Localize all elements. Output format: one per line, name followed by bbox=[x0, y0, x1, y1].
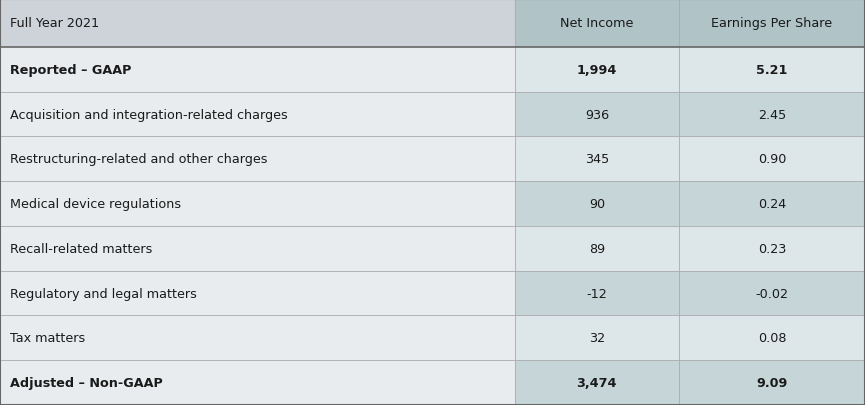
FancyBboxPatch shape bbox=[515, 271, 865, 316]
Text: -12: -12 bbox=[586, 287, 607, 300]
FancyBboxPatch shape bbox=[0, 0, 515, 48]
Text: Net Income: Net Income bbox=[561, 17, 633, 30]
Text: 5.21: 5.21 bbox=[756, 64, 788, 77]
Text: 0.08: 0.08 bbox=[758, 332, 786, 345]
Text: 90: 90 bbox=[589, 198, 605, 211]
FancyBboxPatch shape bbox=[515, 182, 865, 226]
FancyBboxPatch shape bbox=[0, 92, 515, 137]
Text: Earnings Per Share: Earnings Per Share bbox=[711, 17, 833, 30]
Text: Restructuring-related and other charges: Restructuring-related and other charges bbox=[10, 153, 268, 166]
Text: 0.24: 0.24 bbox=[758, 198, 786, 211]
Text: Reported – GAAP: Reported – GAAP bbox=[10, 64, 131, 77]
Text: 936: 936 bbox=[585, 108, 609, 121]
Text: Tax matters: Tax matters bbox=[10, 332, 86, 345]
Text: Regulatory and legal matters: Regulatory and legal matters bbox=[10, 287, 197, 300]
Text: 0.90: 0.90 bbox=[758, 153, 786, 166]
Text: 345: 345 bbox=[585, 153, 609, 166]
FancyBboxPatch shape bbox=[515, 92, 865, 137]
Text: 2.45: 2.45 bbox=[758, 108, 786, 121]
FancyBboxPatch shape bbox=[515, 48, 865, 92]
FancyBboxPatch shape bbox=[515, 0, 865, 48]
FancyBboxPatch shape bbox=[515, 316, 865, 360]
Text: Recall-related matters: Recall-related matters bbox=[10, 242, 153, 255]
FancyBboxPatch shape bbox=[0, 316, 515, 360]
FancyBboxPatch shape bbox=[515, 226, 865, 271]
Text: 1,994: 1,994 bbox=[577, 64, 617, 77]
Text: 9.09: 9.09 bbox=[756, 376, 788, 389]
FancyBboxPatch shape bbox=[0, 360, 515, 405]
FancyBboxPatch shape bbox=[0, 48, 515, 92]
Text: 3,474: 3,474 bbox=[577, 376, 617, 389]
Text: 0.23: 0.23 bbox=[758, 242, 786, 255]
FancyBboxPatch shape bbox=[0, 226, 515, 271]
FancyBboxPatch shape bbox=[515, 360, 865, 405]
Text: 89: 89 bbox=[589, 242, 605, 255]
Text: Medical device regulations: Medical device regulations bbox=[10, 198, 182, 211]
FancyBboxPatch shape bbox=[515, 137, 865, 182]
FancyBboxPatch shape bbox=[0, 182, 515, 226]
Text: -0.02: -0.02 bbox=[755, 287, 789, 300]
Text: 32: 32 bbox=[589, 332, 605, 345]
Text: Adjusted – Non-GAAP: Adjusted – Non-GAAP bbox=[10, 376, 163, 389]
Text: Full Year 2021: Full Year 2021 bbox=[10, 17, 99, 30]
Text: Acquisition and integration-related charges: Acquisition and integration-related char… bbox=[10, 108, 288, 121]
FancyBboxPatch shape bbox=[0, 137, 515, 182]
FancyBboxPatch shape bbox=[0, 271, 515, 316]
